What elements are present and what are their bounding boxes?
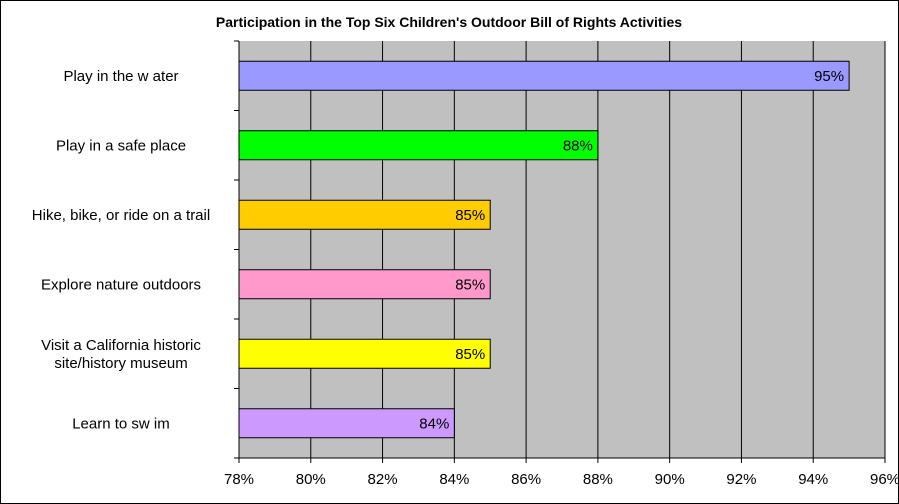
x-tick-label: 80% xyxy=(296,471,326,488)
category-label: Hike, bike, or ride on a trail xyxy=(32,207,210,224)
x-tick-label: 90% xyxy=(655,471,685,488)
category-label-line: Play in the w ater xyxy=(63,68,178,85)
x-tick-label: 88% xyxy=(583,471,613,488)
x-tick-label: 96% xyxy=(870,471,898,488)
data-label: 85% xyxy=(455,207,485,224)
category-label: Visit a California historic site/history … xyxy=(41,337,201,372)
category-label-line: Hike, bike, or ride on a trail xyxy=(32,207,210,224)
bar xyxy=(238,130,599,161)
bar xyxy=(238,60,850,91)
bar xyxy=(238,269,491,300)
category-label: Play in the w ater xyxy=(63,68,178,85)
plot-area xyxy=(239,41,885,458)
data-label: 88% xyxy=(563,137,593,154)
x-tick-label: 86% xyxy=(511,471,541,488)
data-label: 95% xyxy=(814,68,844,85)
category-label-line: Play in a safe place xyxy=(56,137,186,154)
bar xyxy=(238,199,491,230)
chart-title: Participation in the Top Six Children's … xyxy=(216,14,682,30)
x-tick-label: 78% xyxy=(224,471,254,488)
data-label: 84% xyxy=(419,415,449,432)
x-tick-label: 94% xyxy=(798,471,828,488)
category-label-line: Learn to sw im xyxy=(72,415,170,432)
data-label: 85% xyxy=(455,276,485,293)
category-label: Learn to sw im xyxy=(72,415,170,432)
x-tick-label: 82% xyxy=(368,471,398,488)
category-label: Explore nature outdoors xyxy=(41,276,201,293)
x-tick-label: 92% xyxy=(726,471,756,488)
category-label-line: Visit a California historic xyxy=(41,337,201,354)
bar xyxy=(238,408,455,439)
data-label: 85% xyxy=(455,346,485,363)
x-tick-label: 84% xyxy=(439,471,469,488)
category-label-line: Explore nature outdoors xyxy=(41,276,201,293)
category-label: Play in a safe place xyxy=(56,137,186,154)
category-label-line: site/history museum xyxy=(54,355,187,372)
bar xyxy=(238,338,491,369)
